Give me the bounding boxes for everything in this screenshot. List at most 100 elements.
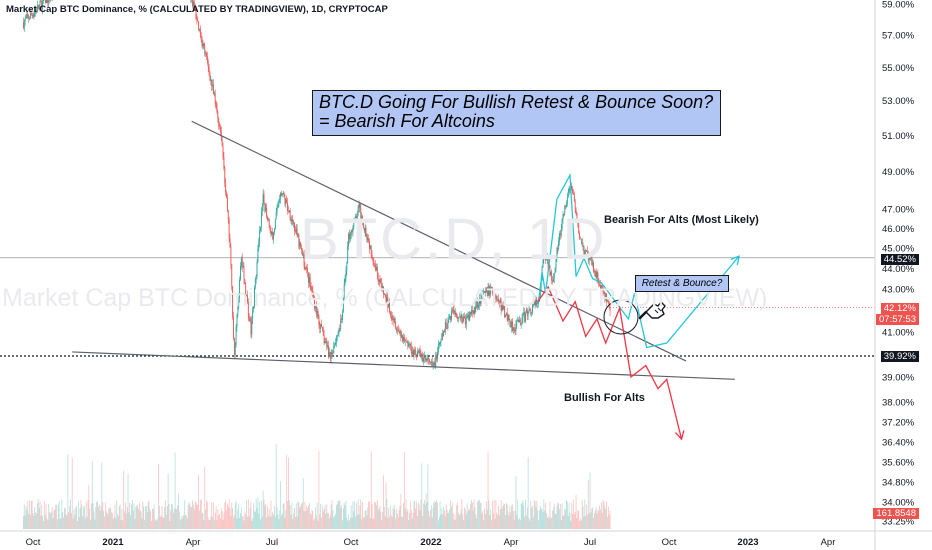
y-tick-label: 57.00%	[882, 31, 915, 42]
candle-body	[203, 43, 205, 47]
candle-body	[378, 279, 380, 282]
candle-body	[416, 351, 418, 356]
candle-body	[298, 234, 300, 247]
candle-body	[607, 300, 608, 303]
candle-body	[412, 351, 414, 356]
volume-bar	[184, 499, 186, 529]
volume-bar	[254, 512, 256, 529]
candle-body	[336, 335, 338, 337]
volume-bar	[369, 501, 370, 529]
volume-bar	[480, 502, 482, 529]
volume-bar	[396, 509, 397, 529]
candle-body	[281, 194, 283, 196]
candle-body	[22, 22, 24, 28]
volume-bar	[84, 505, 85, 529]
volume-bar	[288, 457, 289, 529]
volume-bar	[538, 520, 539, 529]
candle-body	[423, 356, 425, 359]
volume-bar	[449, 508, 451, 529]
candle-body	[394, 321, 396, 323]
volume-bar	[159, 516, 161, 529]
candle-body	[204, 46, 206, 54]
volume-bar	[485, 514, 486, 529]
candle-body	[385, 295, 387, 302]
candle-body	[566, 197, 568, 204]
candle-body	[364, 228, 366, 232]
volume-bar	[564, 508, 566, 529]
annotation-title-box[interactable]: BTC.D Going For Bullish Retest & Bounce …	[312, 90, 721, 136]
volume-bar	[270, 500, 272, 529]
candle-body	[337, 332, 339, 336]
candle-body	[601, 284, 603, 291]
volume-bar	[366, 515, 368, 529]
candle-body	[198, 21, 200, 31]
volume-bar	[335, 505, 337, 529]
volume-bar	[356, 503, 357, 529]
volume-bar	[34, 507, 36, 529]
candle-body	[558, 241, 560, 250]
volume-bar	[438, 517, 440, 529]
volume-bar	[376, 499, 378, 529]
volume-bar	[194, 501, 196, 529]
candle-body	[232, 286, 234, 317]
candle-body	[244, 279, 246, 285]
candle-body	[408, 344, 410, 347]
candle-body	[511, 321, 513, 331]
volume-bar	[451, 502, 453, 529]
candle-body	[525, 312, 526, 322]
volume-bar	[162, 517, 164, 529]
candle-body	[245, 284, 247, 297]
candle-body	[406, 341, 408, 344]
candle-body	[500, 299, 502, 311]
volume-bar	[69, 506, 71, 529]
candle-body	[314, 298, 316, 309]
volume-bar	[87, 499, 89, 529]
volume-bar	[318, 451, 320, 529]
volume-bar	[394, 504, 396, 529]
candle-body	[28, 16, 30, 19]
candle-body	[395, 321, 397, 329]
volume-bar	[518, 519, 519, 529]
candle-body	[457, 317, 459, 319]
volume-bar	[470, 503, 471, 529]
volume-bar	[140, 511, 142, 529]
candle-body	[41, 2, 43, 10]
volume-bar	[83, 507, 84, 529]
volume-bar	[439, 501, 441, 529]
volume-bar	[371, 503, 373, 529]
volume-bar	[169, 520, 171, 529]
volume-bar	[91, 461, 93, 529]
volume-bar	[471, 502, 473, 529]
volume-tag: 161.8548	[873, 508, 919, 519]
volume-bar	[405, 499, 407, 529]
candle-body	[545, 259, 547, 261]
volume-bar	[321, 517, 322, 529]
volume-bar	[322, 511, 324, 529]
candle-body	[333, 345, 335, 354]
volume-bar	[197, 504, 199, 529]
volume-bar	[472, 510, 474, 529]
volume-bar	[545, 502, 546, 529]
volume-bar	[382, 511, 383, 529]
volume-bar	[120, 519, 122, 529]
candle-body	[448, 319, 450, 321]
candle-body	[362, 216, 363, 223]
candle-body	[396, 328, 397, 331]
volume-bar	[397, 517, 399, 529]
candle-body	[557, 248, 559, 250]
volume-bar	[349, 517, 351, 529]
volume-bar	[570, 520, 572, 529]
candle-body	[379, 279, 381, 283]
volume-bar	[495, 500, 497, 529]
volume-bar	[377, 509, 379, 529]
bullish-label[interactable]: Bullish For Alts	[564, 392, 645, 404]
candle-body	[536, 299, 538, 305]
volume-bar	[483, 520, 485, 529]
candle-body	[436, 355, 438, 360]
retest-label[interactable]: Retest & Bounce?	[635, 275, 729, 292]
bearish-label[interactable]: Bearish For Alts (Most Likely)	[604, 214, 759, 226]
volume-bar	[451, 506, 452, 529]
volume-bar	[47, 520, 49, 529]
volume-bar	[443, 506, 444, 529]
